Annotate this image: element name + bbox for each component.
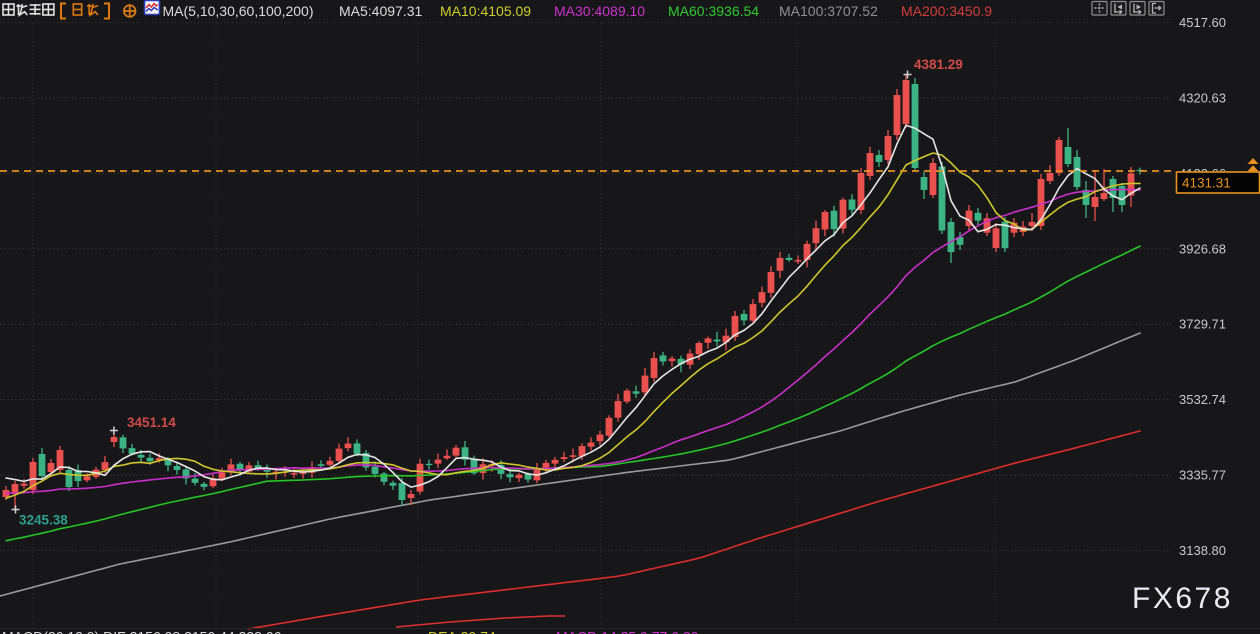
svg-text:3245.38: 3245.38 <box>19 513 68 528</box>
svg-text:MA200:3450.9: MA200:3450.9 <box>901 3 992 19</box>
svg-text:DEA:39.74: DEA:39.74 <box>428 629 496 634</box>
svg-text:3451.14: 3451.14 <box>127 415 176 430</box>
svg-text:3532.74: 3532.74 <box>1179 392 1226 407</box>
svg-text:3138.80: 3138.80 <box>1179 543 1226 558</box>
svg-text:3926.68: 3926.68 <box>1179 241 1226 256</box>
svg-text:4131.31: 4131.31 <box>1182 176 1231 191</box>
svg-text:MA100:3707.52: MA100:3707.52 <box>779 3 878 19</box>
svg-text:MA30:4089.10: MA30:4089.10 <box>554 3 645 19</box>
svg-text:MACD(26,12,9) DIF:2156.98 2150: MACD(26,12,9) DIF:2156.98 2150.44 328.06 <box>2 629 282 634</box>
svg-text:MA60:3936.54: MA60:3936.54 <box>668 3 759 19</box>
svg-text:MA10:4105.09: MA10:4105.09 <box>440 3 531 19</box>
svg-text:4320.63: 4320.63 <box>1179 91 1226 106</box>
svg-text:MA5:4097.31: MA5:4097.31 <box>339 3 422 19</box>
svg-text:4381.29: 4381.29 <box>914 57 963 72</box>
svg-text:4517.60: 4517.60 <box>1179 15 1226 30</box>
svg-text:MA(5,10,30,60,100,200): MA(5,10,30,60,100,200) <box>163 3 314 19</box>
svg-text:3335.77: 3335.77 <box>1179 468 1226 483</box>
svg-text:MACD:14.25 9.77 6.30: MACD:14.25 9.77 6.30 <box>556 629 699 634</box>
svg-text:3729.71: 3729.71 <box>1179 317 1226 332</box>
svg-text:FX678: FX678 <box>1132 582 1233 615</box>
